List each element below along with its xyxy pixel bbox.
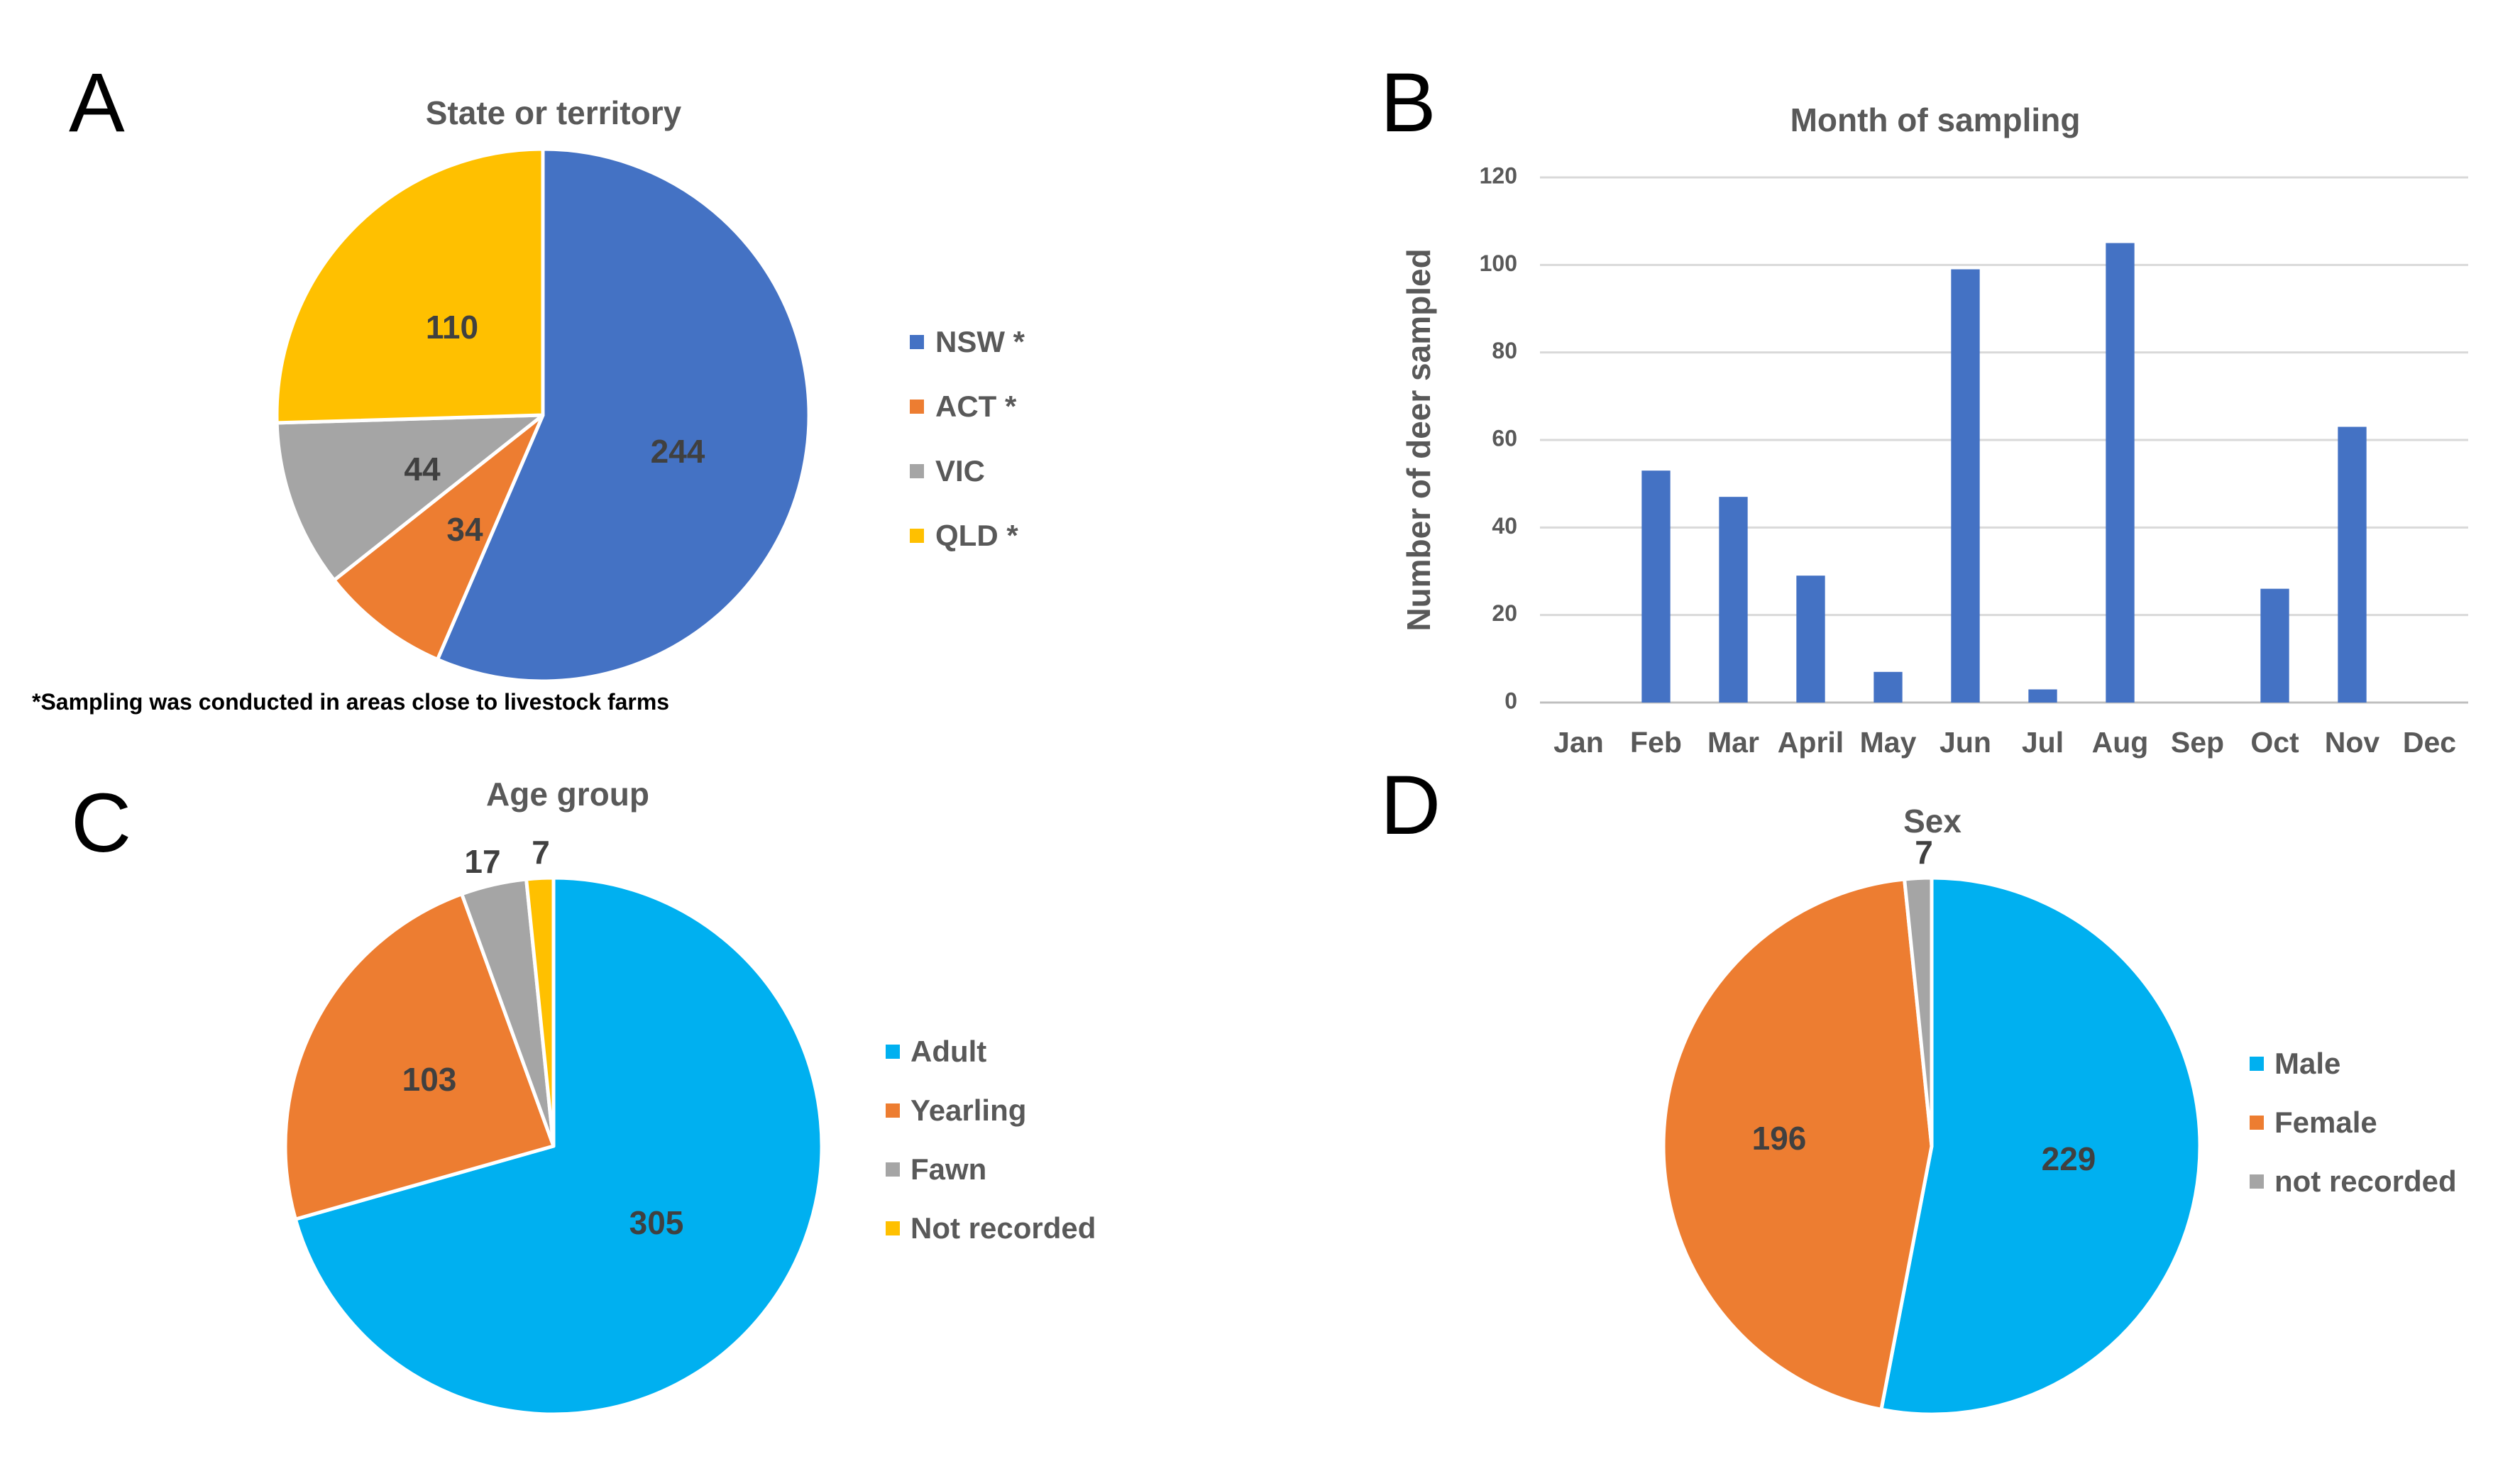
y-tick-label-b-1: 20 bbox=[1492, 600, 1517, 626]
legend-c: Adult Yearling Fawn Not recorded bbox=[886, 1035, 1096, 1245]
bar-b-jun bbox=[1951, 269, 1980, 703]
legend-swatch-d-0 bbox=[2250, 1057, 2264, 1071]
x-tick-label-b-2: Mar bbox=[1707, 726, 1759, 759]
legend-label-d-2: not recorded bbox=[2274, 1165, 2457, 1198]
pie-a bbox=[275, 147, 811, 683]
x-tick-label-b-6: Jul bbox=[2022, 726, 2064, 759]
slice-label-c-0: 305 bbox=[629, 1204, 684, 1241]
legend-swatch-c-2 bbox=[886, 1162, 900, 1177]
legend-swatch-a-1 bbox=[910, 400, 924, 414]
slice-label-c-1: 103 bbox=[402, 1061, 457, 1098]
y-tick-label-b-6: 120 bbox=[1480, 163, 1517, 188]
pie-a-slice-0 bbox=[435, 147, 811, 683]
pie-c-slice-3 bbox=[524, 876, 556, 1148]
panel-letter-b: B bbox=[1380, 56, 1436, 150]
legend-d: Male Female not recorded bbox=[2250, 1047, 2457, 1198]
bar-b-oct bbox=[2260, 588, 2289, 703]
legend-label-c-0: Adult bbox=[910, 1035, 986, 1068]
panel-letter-c: C bbox=[71, 776, 131, 870]
slice-label-d-2: 7 bbox=[1915, 834, 1933, 871]
bar-b-mar bbox=[1719, 497, 1748, 703]
slice-label-d-0: 229 bbox=[2042, 1140, 2096, 1177]
bar-b-nov bbox=[2338, 426, 2367, 703]
slice-label-a-1: 34 bbox=[446, 511, 483, 548]
bar-b-may bbox=[1874, 671, 1903, 703]
x-tick-label-b-9: Oct bbox=[2250, 726, 2299, 759]
panel-letter-a: A bbox=[69, 56, 125, 150]
chart-title-c: Age group bbox=[486, 776, 649, 813]
chart-title-a: State or territory bbox=[426, 94, 682, 131]
bar-b-feb bbox=[1641, 470, 1671, 703]
slice-label-a-2: 44 bbox=[404, 451, 441, 488]
panel-d: D Sex 229 196 7 Male Female not recorded bbox=[1380, 759, 2457, 1416]
panel-a: A State or territory 244 34 44 110 NSW *… bbox=[32, 56, 1025, 715]
panel-c: C Age group 305 103 17 7 Adult Yearling … bbox=[71, 776, 1096, 1416]
pie-a-labels: 244 34 44 110 bbox=[404, 309, 705, 548]
bar-b-aug bbox=[2106, 243, 2135, 703]
legend-label-c-1: Yearling bbox=[910, 1094, 1026, 1127]
slice-label-a-3: 110 bbox=[426, 309, 478, 346]
legend-swatch-d-2 bbox=[2250, 1174, 2264, 1189]
slice-label-d-1: 196 bbox=[1752, 1120, 1807, 1157]
legend-a: NSW * ACT * VIC QLD * bbox=[910, 325, 1025, 552]
y-tick-label-b-0: 0 bbox=[1504, 688, 1517, 713]
x-tick-label-b-7: Aug bbox=[2092, 726, 2149, 759]
chart-title-d: Sex bbox=[1903, 803, 1961, 839]
y-tick-label-b-5: 100 bbox=[1480, 250, 1517, 276]
legend-swatch-a-2 bbox=[910, 464, 924, 478]
pie-c-slice-1 bbox=[283, 892, 556, 1221]
panel-letter-d: D bbox=[1380, 759, 1441, 852]
pie-d-slice-1 bbox=[1661, 877, 1934, 1411]
legend-label-a-3: QLD * bbox=[935, 519, 1018, 552]
slice-label-a-0: 244 bbox=[651, 433, 705, 470]
legend-swatch-a-0 bbox=[910, 335, 924, 349]
legend-label-a-1: ACT * bbox=[935, 390, 1017, 423]
pie-d-slice-0 bbox=[1879, 876, 2202, 1416]
legend-swatch-c-1 bbox=[886, 1103, 900, 1118]
legend-swatch-c-0 bbox=[886, 1045, 900, 1059]
bar-b-jul bbox=[2028, 689, 2057, 703]
pie-c-labels: 305 103 17 7 bbox=[402, 834, 684, 1241]
legend-label-d-1: Female bbox=[2274, 1106, 2377, 1139]
x-tick-label-b-4: May bbox=[1860, 726, 1917, 759]
legend-swatch-c-3 bbox=[886, 1221, 900, 1235]
slice-label-c-2: 17 bbox=[464, 843, 500, 880]
y-tick-label-b-4: 80 bbox=[1492, 338, 1517, 363]
pie-c-slice-0 bbox=[293, 876, 824, 1416]
legend-label-a-2: VIC bbox=[935, 454, 985, 488]
bar-chart-b: 0 20 40 60 80 100 120 Jan Feb Mar April May Jun Jul Au… bbox=[1480, 163, 2468, 759]
x-tick-label-b-3: April bbox=[1778, 726, 1844, 759]
slice-label-c-3: 7 bbox=[532, 834, 550, 871]
panel-b: B Month of sampling Number of deer sampl… bbox=[1380, 56, 2468, 759]
pie-d bbox=[1661, 876, 2202, 1416]
legend-swatch-a-3 bbox=[910, 529, 924, 543]
pie-d-labels: 229 196 7 bbox=[1752, 834, 2096, 1177]
bar-b-april bbox=[1796, 576, 1825, 703]
x-tick-label-b-1: Feb bbox=[1630, 726, 1682, 759]
pie-a-slice-3 bbox=[275, 147, 545, 425]
y-tick-label-b-2: 40 bbox=[1492, 513, 1517, 539]
legend-label-c-2: Fawn bbox=[910, 1152, 986, 1186]
footnote-a: *Sampling was conducted in areas close t… bbox=[32, 689, 669, 715]
x-tick-label-b-11: Dec bbox=[2403, 726, 2456, 759]
pie-a-slice-2 bbox=[275, 413, 545, 583]
x-tick-label-b-10: Nov bbox=[2325, 726, 2380, 759]
y-tick-label-b-3: 60 bbox=[1492, 425, 1517, 451]
legend-label-c-3: Not recorded bbox=[910, 1211, 1096, 1245]
legend-label-d-0: Male bbox=[2274, 1047, 2340, 1080]
legend-swatch-d-1 bbox=[2250, 1116, 2264, 1130]
legend-label-a-0: NSW * bbox=[935, 325, 1025, 358]
x-tick-label-b-0: Jan bbox=[1553, 726, 1604, 759]
chart-title-b: Month of sampling bbox=[1790, 101, 2081, 138]
pie-c bbox=[283, 876, 824, 1416]
x-tick-label-b-5: Jun bbox=[1939, 726, 1991, 759]
pie-a-slice-1 bbox=[332, 413, 545, 661]
x-tick-label-b-8: Sep bbox=[2171, 726, 2224, 759]
y-axis-title-b: Number of deer sampled bbox=[1400, 248, 1437, 631]
pie-d-slice-2 bbox=[1903, 876, 1934, 1148]
